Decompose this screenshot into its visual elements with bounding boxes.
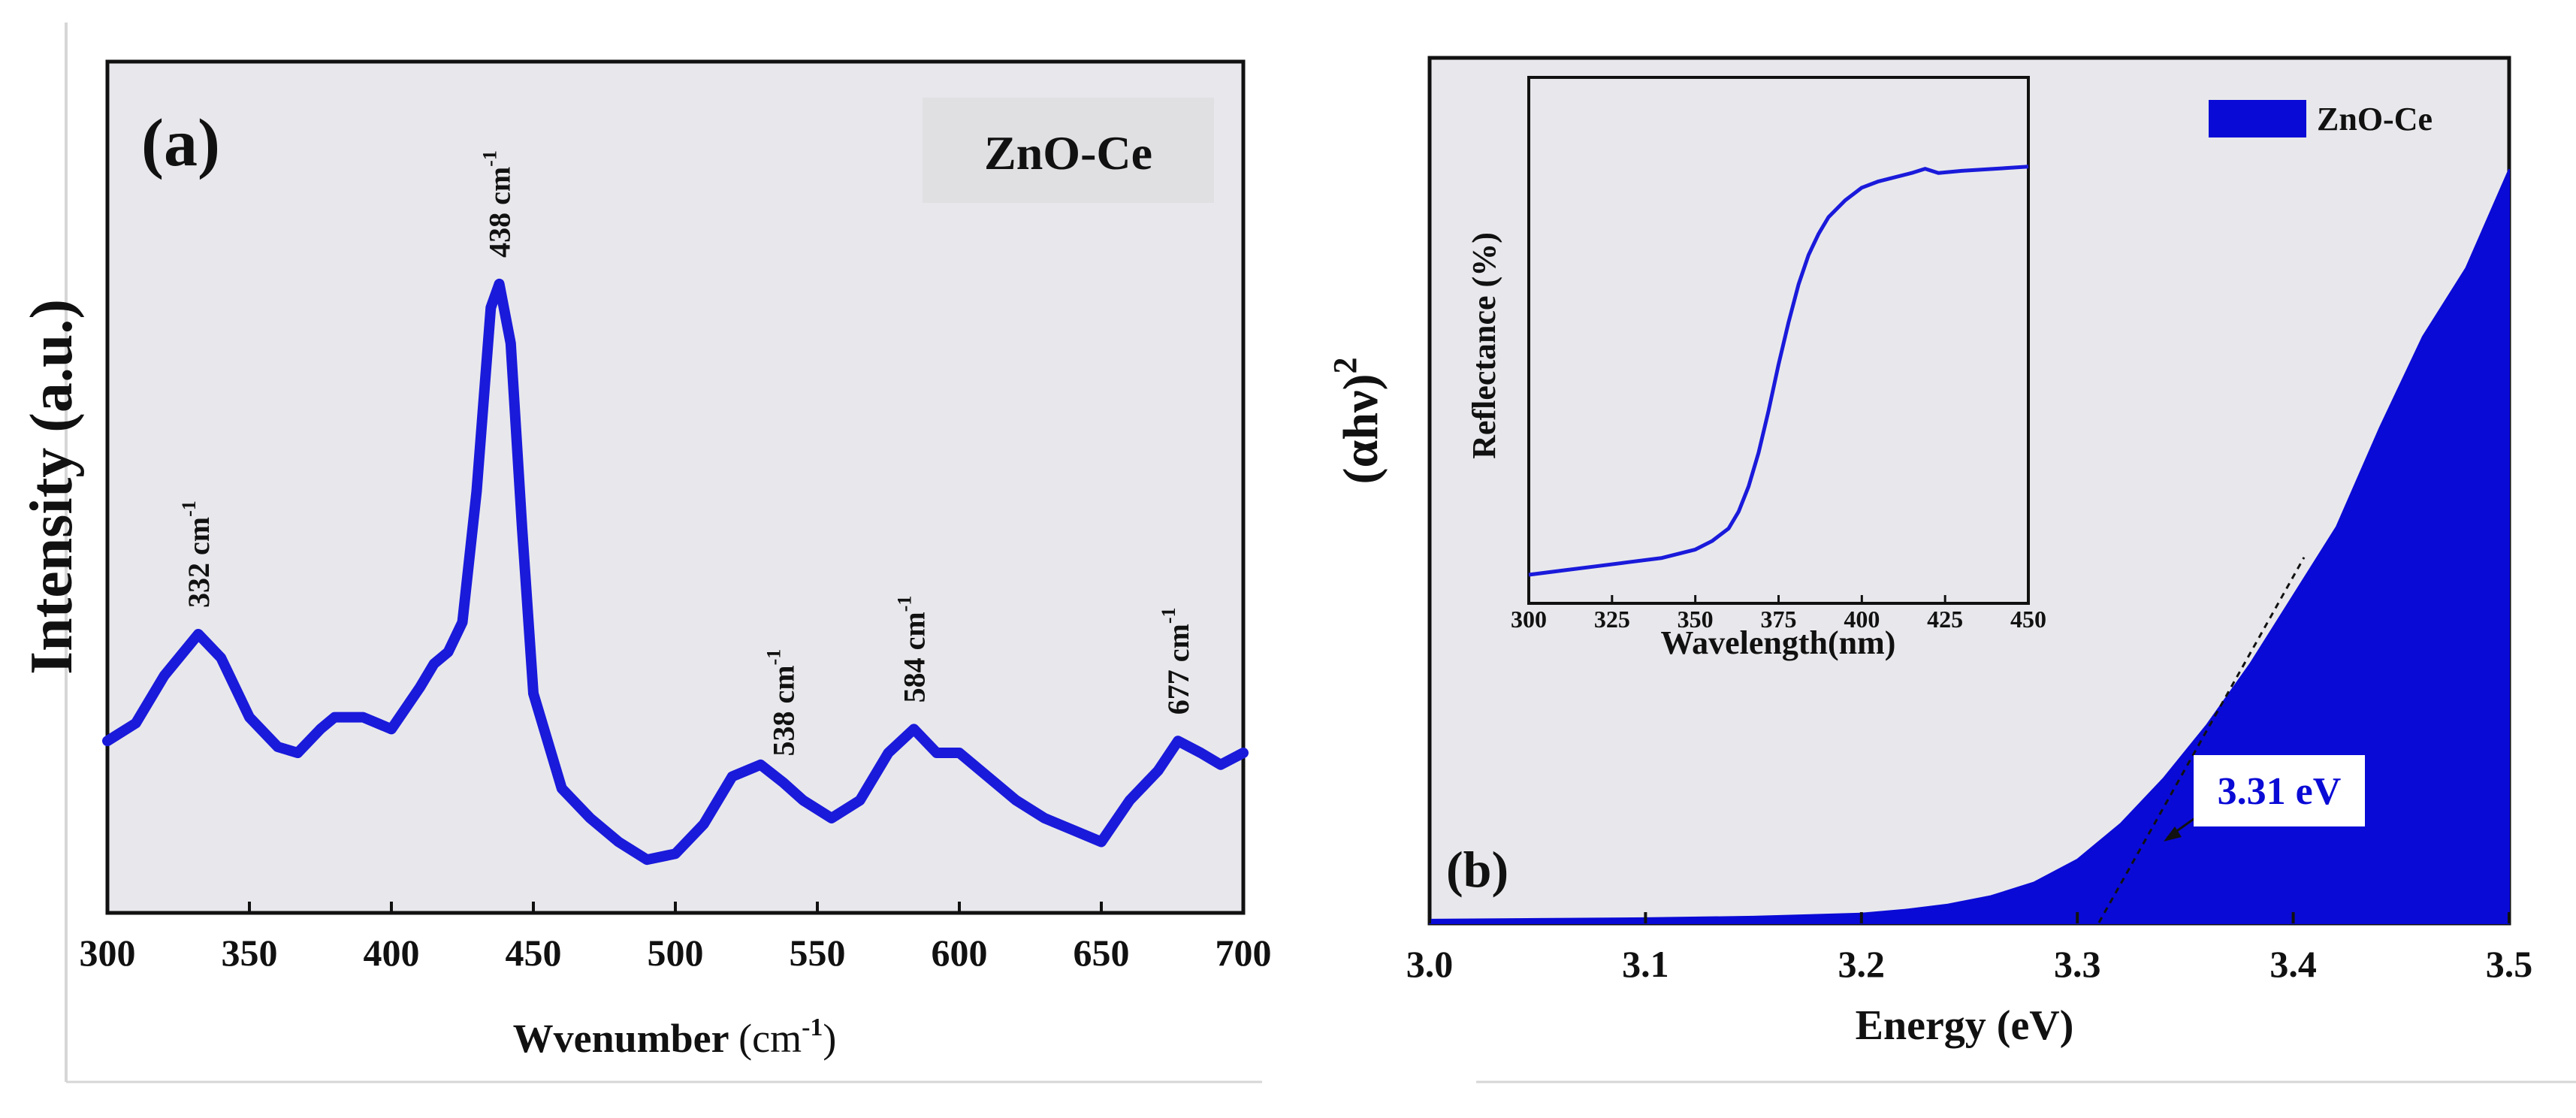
chart-b-inset-series-line <box>1528 165 2029 577</box>
chart-b-legend-swatch <box>2209 100 2306 137</box>
chart-a-series-line <box>102 278 1249 866</box>
chart-a-peak-label-text: 584 cm <box>898 612 932 703</box>
chart-b-inset-x-tick-label: 350 <box>1678 606 1714 633</box>
chart-b-inset-x-tick-label: 425 <box>1927 606 1963 633</box>
chart-a-x-label: Wvenumber (cm-1) <box>513 1014 837 1061</box>
chart-b-inset: 300 325 350 375 400 425 450 Wavelength(nm) Ref… <box>1466 76 2046 661</box>
chart-a-peak-label-exp: -1 <box>894 596 916 612</box>
chart-a-plot-area <box>105 59 1246 915</box>
chart-a-peak-label: 438 cm-1 <box>479 150 517 258</box>
chart-b-x-tick-labels: 3.0 3.1 3.2 3.3 3.4 3.5 <box>1406 943 2533 985</box>
chart-a-x-label-unit-close: ) <box>823 1016 836 1061</box>
chart-b-x-label: Energy (eV) <box>1856 1002 2074 1049</box>
chart-b-inset-x-ticks <box>1527 595 2030 603</box>
chart-b-y-label: (αhν)2 <box>1327 358 1388 485</box>
chart-b-callout-arrowhead <box>2164 826 2182 842</box>
chart-b-y-label-exp: 2 <box>1327 358 1363 374</box>
chart-b-inset-x-tick-label: 400 <box>1844 606 1880 633</box>
chart-a-x-ticks <box>106 902 1245 913</box>
chart-a-peak-label-text: 438 cm <box>483 167 517 258</box>
chart-a-peak-label: 677 cm-1 <box>1158 607 1195 715</box>
chart-a-legend-box <box>923 98 1214 203</box>
chart-a-peak-label-text: 332 cm <box>182 517 216 608</box>
chart-b-x-ticks <box>1428 912 2511 923</box>
chart-a-peak-label-text: 538 cm <box>767 665 801 756</box>
chart-a-x-label-text: Wvenumber <box>513 1016 729 1061</box>
chart-b-x-tick-label: 3.5 <box>2486 943 2533 985</box>
chart-a-x-tick-label: 650 <box>1074 932 1130 974</box>
chart-b-x-tick-label: 3.0 <box>1406 943 1454 985</box>
chart-a-peak-label-exp: -1 <box>763 649 785 666</box>
chart-b-x-tick-label: 3.2 <box>1838 943 1886 985</box>
chart-a-peak-label: 332 cm-1 <box>178 500 216 608</box>
chart-b-x-tick-label: 3.3 <box>2054 943 2101 985</box>
chart-b-x-tick-label: 3.4 <box>2269 943 2317 985</box>
chart-b-inset-y-label: Reflectance (%) <box>1466 232 1502 459</box>
chart-b-callout-box <box>2194 755 2365 826</box>
chart-a-legend-label: ZnO-Ce <box>984 126 1152 180</box>
chart-a-panel-label: (a) <box>141 106 220 180</box>
chart-a-peak-label: 584 cm-1 <box>894 596 932 703</box>
chart-a-x-tick-label: 600 <box>932 932 988 974</box>
chart-a-x-tick-labels: 300 350 400 450 500 550 600 650 700 <box>80 932 1272 974</box>
chart-a-x-label-unit: (cm <box>738 1016 802 1061</box>
chart-b-band-gap-label: 3.31 eV <box>2218 770 2342 813</box>
chart-b-inset-plot-area <box>1527 76 2030 605</box>
chart-a-x-label-unit-exp: -1 <box>802 1014 823 1041</box>
chart-a-x-tick-label: 450 <box>506 932 562 974</box>
chart-a-y-label: Intensity (a.u.) <box>19 299 85 675</box>
chart-b-inset-x-tick-label: 300 <box>1511 606 1547 633</box>
chart-b-x-tick-label: 3.1 <box>1622 943 1669 985</box>
chart-a-x-tick-label: 350 <box>222 932 278 974</box>
chart-b-inset-x-tick-label: 325 <box>1594 606 1630 633</box>
chart-b-area <box>1429 168 2510 924</box>
chart-a-x-tick-label: 700 <box>1216 932 1272 974</box>
chart-a-x-tick-label: 400 <box>364 932 420 974</box>
chart-a-x-tick-label: 550 <box>790 932 846 974</box>
chart-a-peak-label: 538 cm-1 <box>763 649 801 757</box>
chart-a-x-tick-label: 500 <box>648 932 704 974</box>
chart-b-panel-label: (b) <box>1446 841 1508 898</box>
chart-b-inset-x-tick-label: 375 <box>1761 606 1797 633</box>
chart-b-y-label-base: (αhν) <box>1333 374 1388 485</box>
chart-a-peak-label-text: 677 cm <box>1161 624 1195 715</box>
chart-a: 300 350 400 450 500 550 600 650 700 332 cm-1438 … <box>19 23 1272 1083</box>
chart-b-inset-x-tick-label: 450 <box>2010 606 2046 633</box>
chart-a-peak-label-exp: -1 <box>1158 607 1179 624</box>
chart-a-peak-label-exp: -1 <box>178 500 200 517</box>
chart-b-legend-label: ZnO-Ce <box>2317 101 2433 137</box>
chart-a-x-tick-label: 300 <box>80 932 136 974</box>
chart-b-inset-x-label: Wavelength(nm) <box>1661 624 1896 661</box>
chart-b-band-gap-fit-line <box>2097 557 2306 923</box>
chart-a-peak-label-exp: -1 <box>479 150 501 167</box>
chart-b-inset-x-tick-labels: 300 325 350 375 400 425 450 <box>1511 606 2046 633</box>
chart-b: 3.0 3.1 3.2 3.3 3.4 3.5 (b) 3.31 eV ZnO-Ce (α… <box>1327 56 2576 1083</box>
